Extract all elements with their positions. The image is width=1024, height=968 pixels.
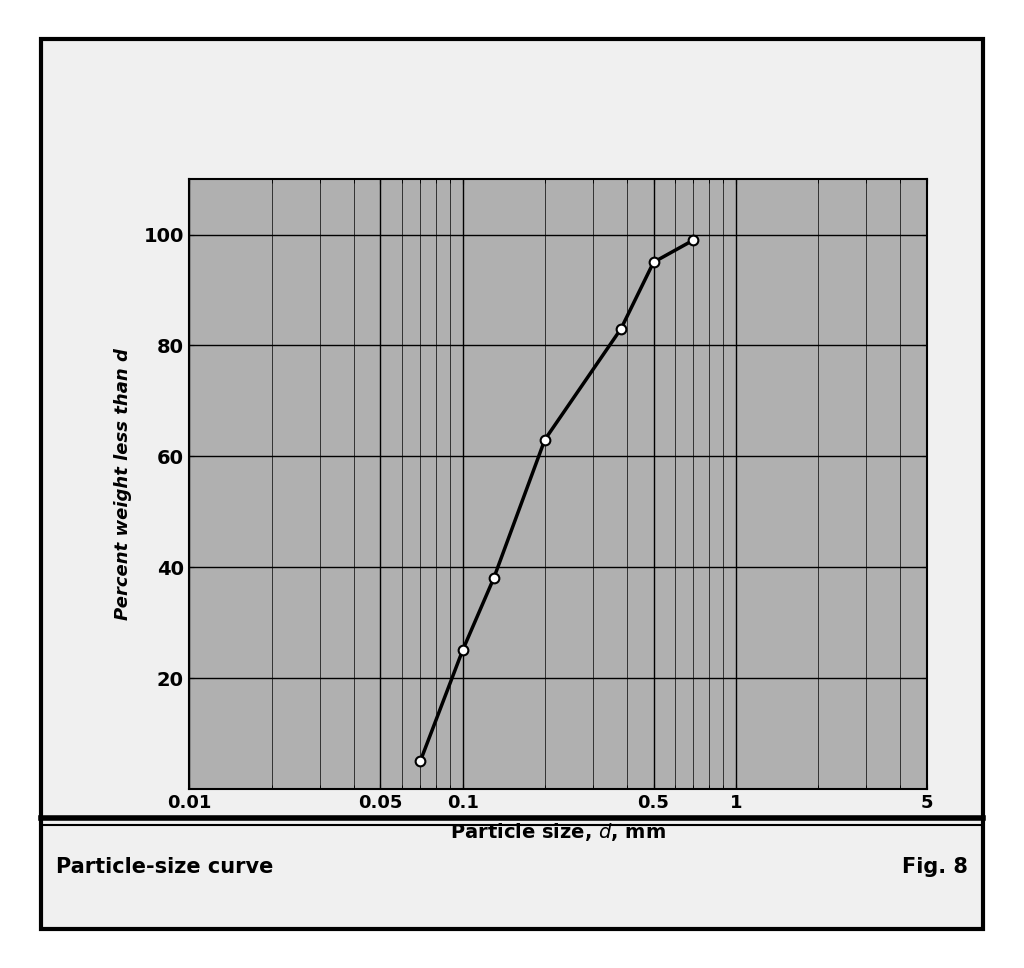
- Y-axis label: Percent weight less than d: Percent weight less than d: [115, 348, 132, 620]
- Text: Particle-size curve: Particle-size curve: [56, 857, 273, 877]
- X-axis label: Particle size, $d$, mm: Particle size, $d$, mm: [451, 821, 666, 843]
- Text: Fig. 8: Fig. 8: [902, 857, 968, 877]
